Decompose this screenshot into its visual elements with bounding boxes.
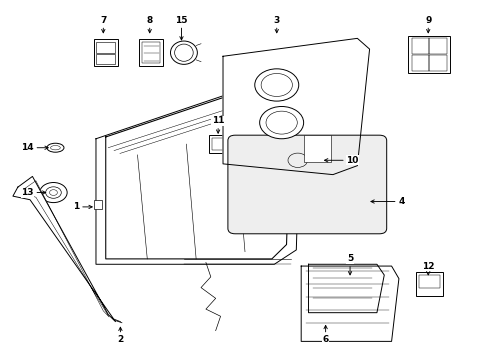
Bar [287,147,314,174]
Bar [139,39,163,66]
Ellipse shape [47,143,64,152]
Polygon shape [309,264,384,313]
Text: 6: 6 [322,325,329,344]
Text: 5: 5 [347,255,353,275]
Bar [97,54,115,64]
Bar [142,42,160,63]
Circle shape [260,107,304,139]
Text: 11: 11 [212,116,224,133]
Bar [209,135,229,153]
Bar [94,200,102,209]
Circle shape [40,183,67,203]
Polygon shape [106,80,292,259]
Text: 15: 15 [175,16,188,40]
Bar [97,42,115,53]
Text: 8: 8 [147,16,153,33]
Bar [304,135,331,162]
Circle shape [46,187,61,198]
Text: 10: 10 [324,156,359,165]
Polygon shape [223,39,369,175]
FancyBboxPatch shape [228,135,387,234]
Polygon shape [301,266,399,341]
Polygon shape [13,176,116,321]
Text: 14: 14 [21,143,48,152]
Text: 7: 7 [100,16,106,33]
Text: 3: 3 [273,16,280,33]
Circle shape [255,69,299,101]
Bar [412,38,429,54]
Text: 12: 12 [422,262,435,275]
Bar [409,36,450,73]
Text: 1: 1 [74,202,92,211]
Bar [429,38,446,54]
Text: 9: 9 [425,16,431,33]
Text: 2: 2 [117,327,123,344]
Bar [429,55,446,71]
Bar [306,155,315,161]
Text: 13: 13 [22,188,46,197]
Bar [418,275,440,288]
Bar [416,273,442,296]
Text: 4: 4 [371,197,405,206]
Bar [212,138,226,150]
Ellipse shape [171,41,197,64]
Bar [412,55,429,71]
Bar [94,39,118,66]
